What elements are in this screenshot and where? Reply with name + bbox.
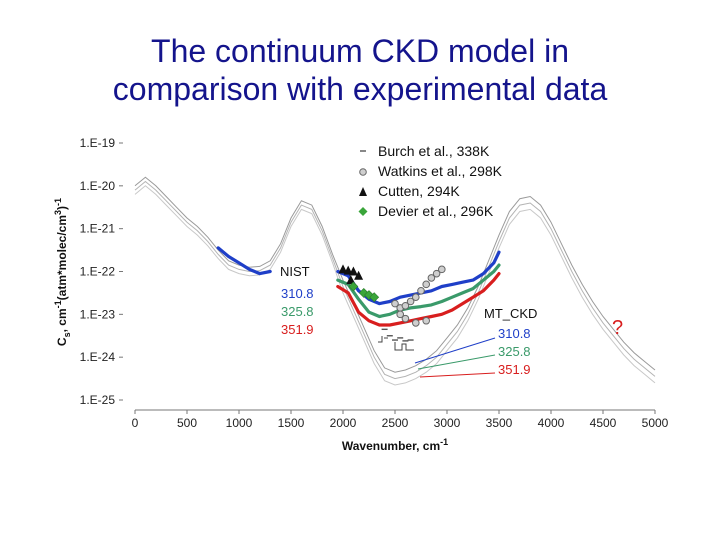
nist-series-line [336, 263, 501, 319]
y-axis-label-part: ) [55, 206, 69, 210]
watkins-point [422, 316, 431, 325]
watkins-point [406, 297, 415, 306]
y-axis-label-part: C [55, 337, 69, 346]
cutten-point [346, 275, 356, 285]
legend-label: Burch et al., 338K [378, 143, 490, 159]
watkins-point [427, 274, 436, 282]
nist-temperature-label: 310.8 [281, 286, 314, 301]
legend-label: Cutten, 294K [378, 183, 460, 199]
y-axis-label-part: , cm [55, 308, 69, 332]
legend-label: Devier et al., 296K [378, 203, 494, 219]
nist-temperature-label: 325.8 [281, 304, 314, 319]
x-tick-label: 3000 [434, 416, 461, 430]
question-mark: ? [612, 317, 623, 339]
mtckd-curve [134, 180, 656, 380]
chart-legend: Burch et al., 338K Watkins et al., 298K Cu… [358, 143, 503, 219]
y-axis-label-part: -1 [53, 300, 63, 308]
title-line-2: comparison with experimental data [112, 71, 608, 107]
watkins-point [432, 269, 441, 278]
nist-series [216, 246, 501, 327]
cutten-point [354, 270, 364, 280]
cutten-point [348, 266, 358, 276]
x-tick-label: 5000 [642, 416, 669, 430]
legend-label: Watkins et al., 298K [378, 163, 503, 179]
mtckd-pointer-line [419, 372, 496, 378]
burch-step-marks [378, 336, 414, 351]
x-axis-label-sup: -1 [440, 437, 448, 447]
y-axis-label-part: -1 [53, 198, 63, 206]
y-axis-label-part: (atm*molec/cm [55, 215, 69, 300]
legend-marker-circle [359, 168, 367, 176]
mtckd-curve [134, 185, 656, 386]
x-tick-label: 1000 [226, 416, 253, 430]
mtckd-pointer-line [414, 337, 496, 364]
watkins-point [396, 310, 405, 319]
watkins-point [438, 265, 446, 274]
y-axis-label: Cs, cm-1(atm*molec/cm3)-1 [53, 198, 72, 346]
legend-marker-diamond [358, 207, 368, 216]
mtckd-temperature-label: 351.9 [498, 362, 531, 377]
experimental-points [338, 264, 446, 342]
nist-temperature-label: 351.9 [281, 322, 314, 337]
nist-label: NIST [280, 264, 310, 279]
y-tick-label: 1.E-19 [80, 136, 116, 150]
mtckd-label: MT_CKD [484, 306, 537, 321]
y-tick-label: 1.E-20 [80, 179, 116, 193]
axes: 0 500 1000 1500 2000 2500 3000 3500 4000 4500 5000… [53, 136, 669, 453]
watkins-point [417, 286, 425, 295]
watkins-point [401, 301, 410, 310]
watkins-point [422, 280, 431, 289]
cutten-point [343, 265, 353, 275]
x-axis-label: Wavenumber, cm-1 [342, 437, 448, 453]
slide-title: The continuum CKD model in comparison wi… [0, 32, 720, 108]
nist-series-line [216, 246, 272, 276]
title-line-1: The continuum CKD model in [151, 33, 569, 69]
x-tick-label: 2500 [382, 416, 409, 430]
legend-marker-triangle [359, 187, 367, 196]
x-tick-label: 4000 [538, 416, 565, 430]
annotations: NIST 310.8 325.8 351.9 MT_CKD 310.8 325.8 351.9… [280, 264, 623, 378]
mtckd-temperature-label: 325.8 [498, 344, 531, 359]
watkins-point [412, 319, 420, 327]
y-axis-label-part: 3 [53, 210, 63, 215]
mtckd-curves [134, 176, 656, 386]
watkins-point [391, 299, 399, 308]
mtckd-pointer-line [417, 354, 496, 370]
cutten-point [338, 264, 348, 274]
x-tick-label: 3500 [486, 416, 513, 430]
x-tick-label: 0 [132, 416, 139, 430]
y-tick-label: 1.E-24 [80, 350, 116, 364]
x-axis-label-main: Wavenumber, cm [342, 439, 440, 453]
y-tick-label: 1.E-25 [80, 393, 116, 407]
watkins-point [401, 314, 410, 323]
x-tick-label: 2000 [330, 416, 357, 430]
watkins-point [412, 293, 420, 302]
y-axis-label-part: s [62, 332, 72, 337]
mtckd-curve [134, 176, 656, 373]
y-tick-label: 1.E-22 [80, 265, 116, 279]
devier-point [348, 281, 359, 292]
nist-series-line [336, 272, 501, 327]
x-tick-label: 500 [177, 416, 197, 430]
y-tick-label: 1.E-21 [80, 222, 116, 236]
x-tick-label: 4500 [590, 416, 617, 430]
mtckd-temperature-label: 310.8 [498, 326, 531, 341]
x-tick-label: 1500 [278, 416, 305, 430]
devier-point [369, 292, 380, 303]
y-tick-label: 1.E-23 [80, 307, 116, 321]
